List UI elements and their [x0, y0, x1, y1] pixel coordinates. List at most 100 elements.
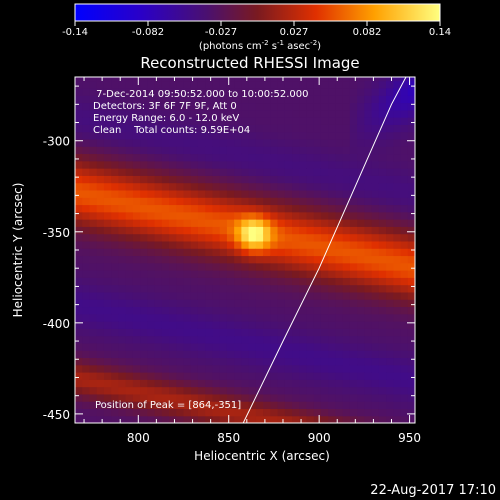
- image-pixel: [205, 342, 214, 351]
- image-pixel: [234, 284, 242, 293]
- image-pixel: [118, 277, 127, 286]
- image-pixel: [393, 204, 402, 213]
- image-pixel: [306, 299, 315, 308]
- image-pixel: [176, 401, 185, 410]
- image-pixel: [111, 313, 119, 322]
- image-pixel: [284, 146, 293, 155]
- image-pixel: [407, 270, 415, 278]
- image-pixel: [371, 262, 380, 271]
- image-pixel: [255, 350, 264, 359]
- image-pixel: [118, 291, 127, 300]
- image-pixel: [306, 117, 315, 125]
- image-pixel: [132, 124, 141, 133]
- image-pixel: [96, 291, 105, 300]
- image-pixel: [205, 299, 214, 308]
- image-pixel: [183, 350, 192, 359]
- image-pixel: [154, 117, 163, 125]
- image-pixel: [176, 153, 185, 162]
- image-pixel: [284, 284, 293, 293]
- image-pixel: [176, 313, 185, 322]
- image-pixel: [234, 306, 242, 315]
- image-pixel: [277, 182, 286, 191]
- image-pixel: [349, 393, 358, 402]
- image-pixel: [176, 219, 185, 227]
- image-pixel: [226, 248, 235, 257]
- image-pixel: [393, 313, 402, 322]
- image-pixel: [154, 270, 163, 278]
- image-pixel: [320, 80, 329, 89]
- image-pixel: [125, 168, 134, 176]
- image-pixel: [386, 80, 394, 89]
- image-pixel: [226, 379, 235, 388]
- image-pixel: [270, 109, 279, 118]
- image-pixel: [292, 197, 300, 206]
- image-pixel: [263, 102, 271, 111]
- image-pixel: [197, 182, 206, 191]
- image-pixel: [284, 408, 293, 417]
- image-pixel: [197, 226, 206, 235]
- image-pixel: [255, 364, 264, 373]
- image-pixel: [263, 211, 271, 220]
- image-pixel: [140, 146, 148, 155]
- image-pixel: [357, 95, 365, 104]
- image-pixel: [82, 77, 91, 82]
- image-pixel: [118, 124, 127, 133]
- image-pixel: [111, 204, 119, 213]
- image-pixel: [103, 153, 112, 162]
- image-pixel: [241, 117, 250, 125]
- image-pixel: [284, 124, 293, 133]
- image-pixel: [234, 146, 242, 155]
- image-pixel: [176, 77, 185, 82]
- image-pixel: [154, 415, 163, 423]
- image-pixel: [132, 226, 141, 235]
- image-pixel: [212, 299, 221, 308]
- image-pixel: [147, 415, 156, 423]
- image-pixel: [393, 80, 402, 89]
- image-pixel: [212, 138, 221, 147]
- image-pixel: [89, 124, 98, 133]
- image-pixel: [219, 131, 228, 140]
- image-pixel: [255, 233, 264, 242]
- image-pixel: [169, 299, 177, 308]
- image-pixel: [205, 357, 214, 366]
- image-pixel: [299, 117, 308, 125]
- image-pixel: [270, 313, 279, 322]
- image-pixel: [335, 262, 344, 271]
- image-pixel: [161, 211, 170, 220]
- image-pixel: [328, 393, 337, 402]
- image-pixel: [161, 226, 170, 235]
- image-pixel: [226, 277, 235, 286]
- image-pixel: [342, 306, 351, 315]
- image-pixel: [190, 335, 199, 344]
- image-pixel: [96, 270, 105, 278]
- image-pixel: [292, 168, 300, 176]
- image-pixel: [306, 109, 315, 118]
- image-pixel: [111, 262, 119, 271]
- image-pixel: [140, 153, 148, 162]
- image-pixel: [320, 248, 329, 257]
- image-pixel: [349, 226, 358, 235]
- image-pixel: [393, 77, 402, 82]
- image-pixel: [255, 124, 264, 133]
- image-pixel: [82, 306, 91, 315]
- image-pixel: [320, 357, 329, 366]
- image-pixel: [96, 219, 105, 227]
- image-pixel: [371, 350, 380, 359]
- image-pixel: [386, 364, 394, 373]
- image-pixel: [111, 160, 119, 169]
- image-pixel: [349, 182, 358, 191]
- image-pixel: [111, 277, 119, 286]
- image-pixel: [241, 306, 250, 315]
- image-pixel: [96, 182, 105, 191]
- image-pixel: [176, 138, 185, 147]
- image-pixel: [161, 153, 170, 162]
- image-pixel: [342, 80, 351, 89]
- image-pixel: [176, 204, 185, 213]
- image-pixel: [197, 415, 206, 423]
- image-pixel: [328, 291, 337, 300]
- image-pixel: [118, 95, 127, 104]
- image-pixel: [313, 77, 322, 82]
- image-pixel: [118, 342, 127, 351]
- image-pixel: [284, 168, 293, 176]
- image-pixel: [103, 95, 112, 104]
